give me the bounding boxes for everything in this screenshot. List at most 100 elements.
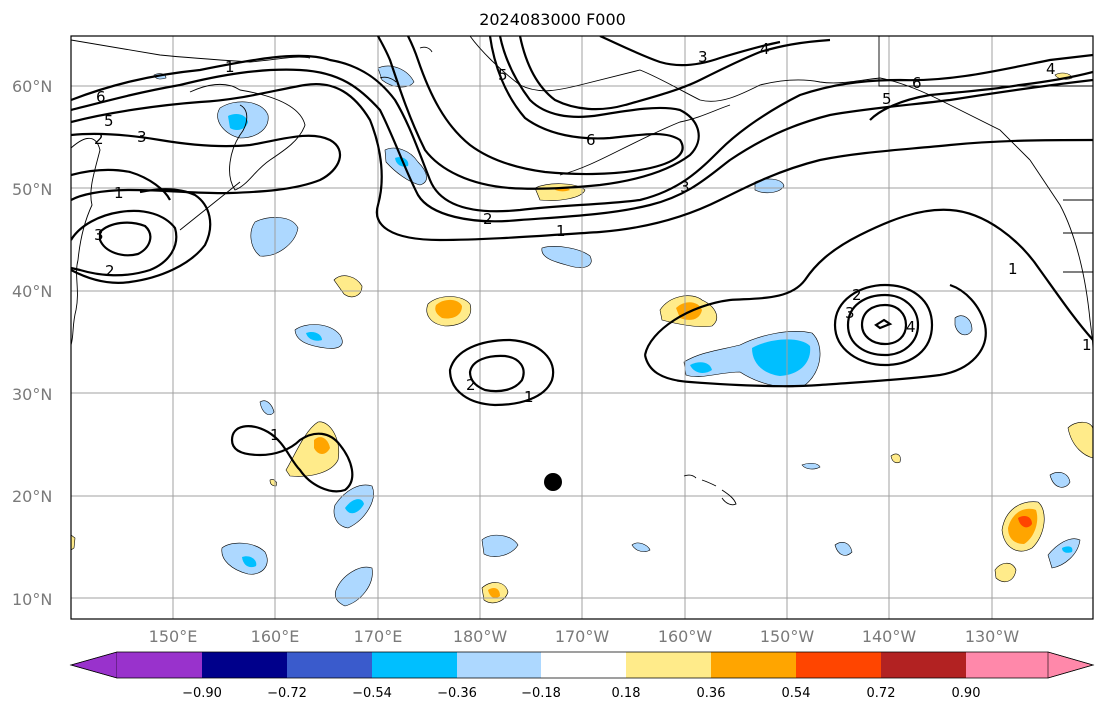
lat-tick-label: 20°N bbox=[12, 487, 52, 506]
contour-label: 1 bbox=[1082, 336, 1092, 354]
shaded-blob bbox=[752, 339, 811, 376]
lat-tick-label: 40°N bbox=[12, 282, 52, 301]
contour-line bbox=[448, 338, 555, 407]
colorbar-segment bbox=[626, 652, 711, 678]
colorbar-segment bbox=[372, 652, 457, 678]
contour-line bbox=[71, 82, 1093, 242]
colorbar-outline bbox=[69, 651, 1095, 679]
contour-line bbox=[468, 354, 525, 393]
contour-label: 1 bbox=[270, 426, 280, 444]
location-marker bbox=[544, 473, 562, 491]
shaded-blob bbox=[994, 562, 1017, 583]
coastline-asia bbox=[71, 138, 101, 346]
colorbar-tick-label: 0.18 bbox=[612, 686, 641, 701]
contour-label: 4 bbox=[906, 318, 916, 336]
shaded-blob bbox=[334, 566, 373, 607]
latitude-labels: 60°N 50°N 40°N 30°N 20°N 10°N bbox=[12, 77, 52, 609]
lat-tick-label: 50°N bbox=[12, 180, 52, 199]
coastline-asia-north bbox=[71, 39, 311, 63]
shaded-blob bbox=[954, 315, 973, 336]
contour-label: 6 bbox=[912, 74, 922, 92]
contour-label: 5 bbox=[104, 112, 114, 130]
colorbar-segment bbox=[541, 652, 626, 678]
colorbar-extend-high bbox=[1047, 651, 1095, 679]
colorbar-tick-label: 0.72 bbox=[867, 686, 896, 701]
colorbar-tick-label: −0.36 bbox=[437, 686, 477, 701]
coastline-alaska bbox=[469, 36, 1031, 161]
contour-label: 6 bbox=[586, 131, 596, 149]
contour-line bbox=[71, 188, 212, 284]
contour-line bbox=[407, 36, 684, 176]
shaded-blob bbox=[1062, 546, 1073, 553]
colorbar-tick-label: −0.18 bbox=[521, 686, 561, 701]
colorbar-extend-low bbox=[69, 651, 118, 679]
shaded-blob bbox=[306, 331, 322, 341]
contour-line bbox=[643, 283, 987, 388]
colorbar-segment bbox=[457, 652, 541, 678]
contour-line bbox=[833, 283, 934, 367]
shaded-blob bbox=[242, 556, 257, 568]
contour-label: 2 bbox=[483, 210, 493, 228]
coastline-kamchatka bbox=[189, 83, 306, 191]
colorbar-segment bbox=[711, 652, 796, 678]
colorbar-tick-label: 0.36 bbox=[697, 686, 726, 701]
coastline-us-border bbox=[1063, 199, 1093, 273]
contour-label: 3 bbox=[94, 226, 104, 244]
shaded-blob bbox=[1047, 538, 1081, 569]
shaded-blob bbox=[345, 499, 364, 514]
contour-line bbox=[846, 293, 920, 357]
contour-line bbox=[71, 168, 171, 201]
contour-label: 5 bbox=[882, 90, 892, 108]
contour-line bbox=[230, 425, 354, 493]
colorbar: −0.90 −0.72 −0.54 −0.36 −0.18 0.18 0.36 … bbox=[69, 651, 1095, 701]
lon-tick-label: 170°W bbox=[555, 627, 610, 646]
contour-label: 1 bbox=[114, 184, 124, 202]
contour-line bbox=[518, 36, 831, 111]
colorbar-tick-label: −0.72 bbox=[267, 686, 307, 701]
contour-label: 3 bbox=[845, 304, 855, 322]
coastline-bering-islands bbox=[379, 46, 433, 83]
shaded-blob bbox=[228, 114, 248, 130]
shaded-blob bbox=[481, 534, 519, 557]
lat-tick-label: 10°N bbox=[12, 590, 52, 609]
shaded-blob bbox=[314, 437, 330, 454]
shaded-blob bbox=[631, 542, 651, 552]
lon-tick-label: 150°W bbox=[760, 627, 815, 646]
contour-label: 5 bbox=[498, 66, 508, 84]
contour-label: 1 bbox=[524, 388, 534, 406]
lon-tick-label: 160°E bbox=[251, 627, 300, 646]
contour-line bbox=[71, 209, 178, 277]
lon-tick-label: 150°E bbox=[149, 627, 198, 646]
shaded-blob bbox=[834, 542, 853, 556]
contour-label: 1 bbox=[225, 58, 235, 76]
coastlines bbox=[71, 36, 1093, 506]
colorbar-segment bbox=[796, 652, 881, 678]
contour-label: 2 bbox=[466, 376, 476, 394]
shaded-blob bbox=[488, 588, 500, 598]
colorbar-segment bbox=[202, 652, 287, 678]
lon-tick-label: 180°W bbox=[453, 627, 508, 646]
shaded-blob bbox=[690, 362, 712, 373]
longitude-labels: 150°E 160°E 170°E 180°W 170°W 160°W 150°… bbox=[149, 627, 1020, 646]
colorbar-segment bbox=[287, 652, 372, 678]
coastline-canada-border bbox=[878, 36, 1093, 87]
shaded-blob bbox=[1008, 508, 1038, 544]
shaded-blob bbox=[259, 400, 275, 415]
contour-line bbox=[599, 36, 781, 67]
shaded-blob bbox=[1049, 472, 1071, 488]
shaded-blob bbox=[801, 462, 821, 470]
coastline-hawaii bbox=[683, 474, 737, 506]
contour-label: 3 bbox=[137, 128, 147, 146]
shaded-blob bbox=[435, 299, 462, 319]
lon-tick-label: 170°E bbox=[354, 627, 403, 646]
coastline-kuril bbox=[179, 181, 241, 231]
colorbar-tick-label: 0.54 bbox=[782, 686, 811, 701]
lon-tick-label: 140°W bbox=[862, 627, 917, 646]
contour-label: 2 bbox=[852, 286, 862, 304]
contour-line bbox=[860, 303, 908, 346]
contour-label: 2 bbox=[94, 130, 104, 148]
colorbar-tick-label: 0.90 bbox=[952, 686, 981, 701]
contour-label-layer: 1 6 5 2 3 1 3 2 2 1 5 6 3 3 4 6 5 4 1 2 … bbox=[94, 40, 1092, 444]
lon-tick-label: 160°W bbox=[658, 627, 713, 646]
